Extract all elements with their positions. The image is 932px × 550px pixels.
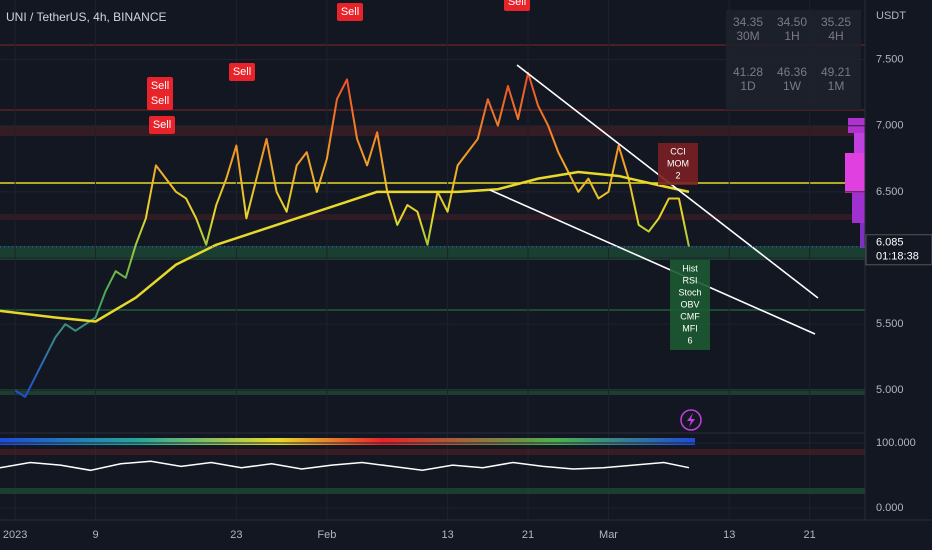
signal-text: 2 <box>675 170 680 180</box>
info-cell: 30M <box>736 29 759 43</box>
x-tick-label: 23 <box>230 529 242 541</box>
sell-marker <box>147 92 173 110</box>
signal-text: CMF <box>680 311 700 321</box>
trend-strip <box>0 438 695 445</box>
sell-marker <box>337 3 363 21</box>
x-tick-label: 13 <box>723 529 735 541</box>
signal-box <box>670 260 710 350</box>
last-price: 6.085 <box>876 237 904 249</box>
price-line <box>14 71 690 398</box>
signal-text: MOM <box>667 158 689 168</box>
sell-marker <box>504 0 530 11</box>
info-cell: 34.35 <box>733 15 763 29</box>
x-tick-label: Feb <box>317 529 336 541</box>
x-tick-label: Mar <box>599 529 618 541</box>
sell-label: Sell <box>341 6 359 18</box>
sell-label: Sell <box>233 66 251 78</box>
signal-text: 6 <box>687 335 692 345</box>
info-cell: 1D <box>740 79 756 93</box>
alert-bolt <box>687 413 695 427</box>
sell-label: Sell <box>153 119 171 131</box>
info-table <box>726 10 861 110</box>
info-cell: 35.25 <box>821 15 851 29</box>
y-tick-label: 6.500 <box>876 186 904 198</box>
y-tick-label: 5.000 <box>876 384 904 396</box>
info-cell: 1M <box>828 79 845 93</box>
price-line <box>0 170 690 323</box>
x-tick-label: 2023 <box>3 529 27 541</box>
sell-label: Sell <box>508 0 526 8</box>
lower-zone <box>0 488 865 494</box>
lower-tick-label: 0.000 <box>876 502 904 514</box>
x-tick-label: 21 <box>804 529 816 541</box>
info-cell: 34.50 <box>777 15 807 29</box>
profile-bar <box>854 133 865 153</box>
volume-profile <box>845 118 865 248</box>
countdown: 01:18:38 <box>876 251 919 263</box>
signal-box <box>658 143 698 185</box>
chart-title: UNI / TetherUS, 4h, BINANCE <box>6 10 167 24</box>
info-cell: 1W <box>783 79 802 93</box>
plot <box>0 0 865 520</box>
sell-marker <box>229 63 255 81</box>
info-cell: 49.21 <box>821 65 851 79</box>
lower-zone <box>0 449 865 455</box>
sell-marker <box>147 77 173 95</box>
signal-text: Stoch <box>678 287 701 297</box>
profile-bar <box>860 223 865 248</box>
info-cell: 1H <box>784 29 799 43</box>
signal-text: MFI <box>682 323 698 333</box>
y-tick-label: 7.500 <box>876 53 904 65</box>
signal-text: Hist <box>682 263 698 273</box>
signal-text: CCI <box>670 146 686 156</box>
info-cell: 41.28 <box>733 65 763 79</box>
oscillator-line <box>0 460 690 472</box>
resistance-zone <box>0 126 865 136</box>
trendline <box>489 189 816 335</box>
info-cell: 4H <box>828 29 843 43</box>
y-tick-label: 7.000 <box>876 120 904 132</box>
sell-label: Sell <box>151 95 169 107</box>
alert-icon[interactable] <box>680 409 702 431</box>
y-tick-label: 5.500 <box>876 318 904 330</box>
x-tick-label: 13 <box>441 529 453 541</box>
info-cell: 46.36 <box>777 65 807 79</box>
currency: USDT <box>876 10 906 22</box>
profile-bar <box>852 193 865 223</box>
lower-tick-label: 100.000 <box>876 437 916 449</box>
support-zone <box>0 389 865 395</box>
profile-bar <box>845 153 865 193</box>
signal-text: RSI <box>682 275 697 285</box>
last-price-box <box>865 234 932 266</box>
signal-text: OBV <box>680 299 699 309</box>
x-tick-label: 9 <box>92 529 98 541</box>
sell-label: Sell <box>151 80 169 92</box>
x-tick-label: 21 <box>522 529 534 541</box>
support-zone <box>0 246 865 260</box>
sell-marker <box>149 116 175 134</box>
